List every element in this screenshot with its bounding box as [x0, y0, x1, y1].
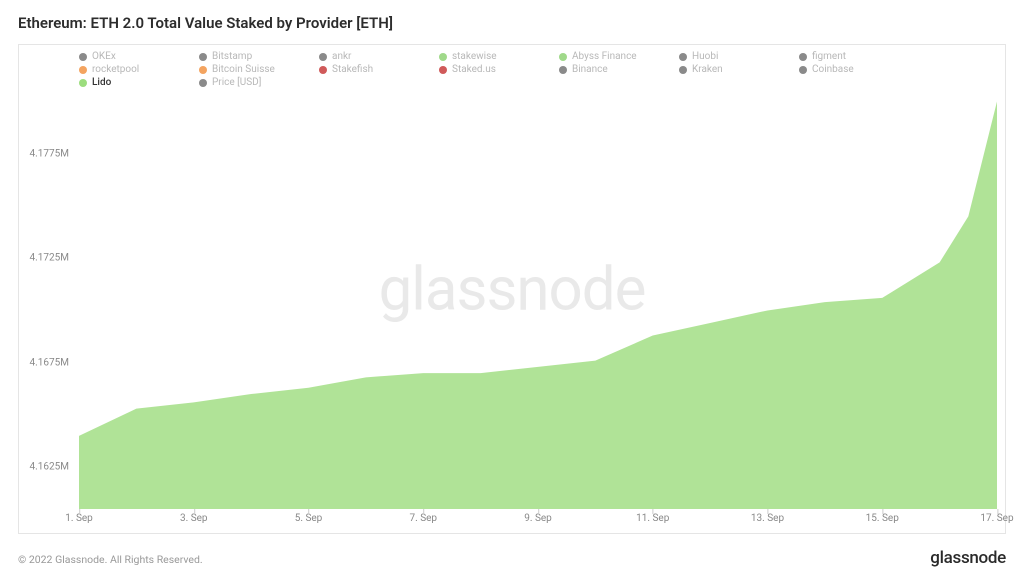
- x-tick-label: 13. Sep: [751, 513, 784, 524]
- chart-frame: OKEx Bitstamp ankr stakewise Abyss Finance Hu…: [18, 44, 1006, 534]
- legend-item[interactable]: figment: [799, 51, 919, 62]
- legend-label: Abyss Finance: [572, 51, 637, 62]
- legend-dot-icon: [799, 53, 807, 61]
- y-axis-ticks: 4.1625M 4.1675M 4.1725M 4.1775M: [19, 91, 75, 509]
- y-tick-label: 4.1775M: [30, 148, 69, 159]
- legend-dot-icon: [199, 79, 207, 87]
- legend-item[interactable]: rocketpool: [79, 64, 199, 75]
- area-chart-svg: [79, 91, 997, 509]
- legend-label: ankr: [332, 51, 351, 62]
- legend-dot-icon: [679, 53, 687, 61]
- legend-item[interactable]: OKEx: [79, 51, 199, 62]
- legend-item[interactable]: Bitcoin Suisse: [199, 64, 319, 75]
- legend-dot-icon: [319, 53, 327, 61]
- legend-item[interactable]: Stakefish: [319, 64, 439, 75]
- x-tick-label: 9. Sep: [524, 513, 552, 524]
- legend-item[interactable]: ankr: [319, 51, 439, 62]
- x-tick-label: 5. Sep: [295, 513, 323, 524]
- legend-label: rocketpool: [92, 64, 139, 75]
- x-tick-label: 15. Sep: [866, 513, 899, 524]
- legend-label: Bitcoin Suisse: [212, 64, 275, 75]
- legend-item[interactable]: Coinbase: [799, 64, 919, 75]
- y-tick-label: 4.1675M: [30, 357, 69, 368]
- legend-dot-icon: [199, 53, 207, 61]
- legend-dot-icon: [319, 66, 327, 74]
- legend-label: Huobi: [692, 51, 718, 62]
- legend-dot-icon: [799, 66, 807, 74]
- legend-label: stakewise: [452, 51, 497, 62]
- legend-label: OKEx: [92, 51, 116, 62]
- chart-legend: OKEx Bitstamp ankr stakewise Abyss Finance Hu…: [79, 51, 995, 90]
- y-tick-label: 4.1725M: [30, 253, 69, 264]
- footer: © 2022 Glassnode. All Rights Reserved. g…: [18, 548, 1006, 568]
- legend-dot-icon: [679, 66, 687, 74]
- chart-plot-area: [79, 91, 997, 509]
- legend-item[interactable]: Lido: [79, 77, 199, 88]
- legend-item[interactable]: Abyss Finance: [559, 51, 679, 62]
- legend-label: Binance: [572, 64, 608, 75]
- legend-item[interactable]: Bitstamp: [199, 51, 319, 62]
- legend-item[interactable]: Binance: [559, 64, 679, 75]
- x-tick-label: 1. Sep: [65, 513, 93, 524]
- legend-dot-icon: [559, 66, 567, 74]
- legend-label: Staked.us: [452, 64, 496, 75]
- legend-label: Price [USD]: [212, 77, 261, 88]
- legend-item[interactable]: Kraken: [679, 64, 799, 75]
- legend-label: Lido: [92, 77, 111, 88]
- y-tick-label: 4.1625M: [30, 462, 69, 473]
- x-tick-label: 17. Sep: [980, 513, 1013, 524]
- legend-label: Stakefish: [332, 64, 373, 75]
- legend-item[interactable]: Staked.us: [439, 64, 559, 75]
- x-tick-label: 7. Sep: [409, 513, 437, 524]
- x-axis-ticks: 1. Sep3. Sep5. Sep7. Sep9. Sep11. Sep13.…: [79, 511, 997, 529]
- legend-dot-icon: [439, 53, 447, 61]
- legend-dot-icon: [199, 66, 207, 74]
- legend-item[interactable]: Price [USD]: [199, 77, 319, 88]
- legend-item[interactable]: Huobi: [679, 51, 799, 62]
- area-series-lido: [79, 101, 997, 509]
- x-tick-label: 11. Sep: [636, 513, 669, 524]
- legend-item[interactable]: stakewise: [439, 51, 559, 62]
- legend-dot-icon: [559, 53, 567, 61]
- legend-dot-icon: [79, 53, 87, 61]
- legend-label: Kraken: [692, 64, 723, 75]
- legend-label: Coinbase: [812, 64, 854, 75]
- x-tick-label: 3. Sep: [180, 513, 208, 524]
- chart-title: Ethereum: ETH 2.0 Total Value Staked by …: [18, 14, 1006, 32]
- copyright-text: © 2022 Glassnode. All Rights Reserved.: [18, 553, 203, 566]
- brand-logo-text: glassnode: [930, 548, 1006, 568]
- legend-label: figment: [812, 51, 846, 62]
- legend-dot-icon: [439, 66, 447, 74]
- legend-dot-icon: [79, 79, 87, 87]
- legend-dot-icon: [79, 66, 87, 74]
- legend-label: Bitstamp: [212, 51, 252, 62]
